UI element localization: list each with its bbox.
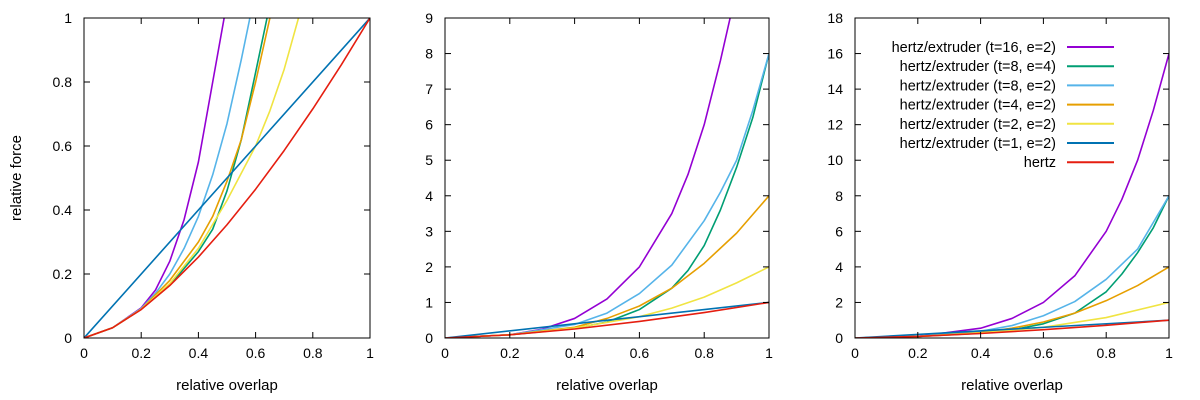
y-tick-label: 0.8 — [53, 74, 73, 90]
x-axis-label: relative overlap — [961, 377, 1063, 394]
y-tick-label: 1 — [425, 294, 433, 310]
chart-panel-2: 0 0.2 0.4 0.6 0.8 1 0 1 2 3 4 5 6 7 8 9 relative overlap — [425, 10, 773, 394]
series-line-4 — [445, 195, 769, 338]
x-tick-label: 0 — [441, 345, 449, 361]
y-tick-label: 10 — [827, 152, 843, 168]
plot-frame — [83, 17, 371, 339]
series-line-3 — [445, 53, 769, 338]
series-line-4 — [84, 18, 271, 338]
x-tick-label: 0.4 — [189, 345, 209, 361]
y-tick-label: 14 — [827, 81, 843, 97]
x-tick-label: 0.6 — [246, 345, 266, 361]
series-line-1 — [84, 18, 225, 338]
y-tick-label: 1 — [64, 10, 72, 26]
y-tick-label: 2 — [425, 259, 433, 275]
plot-frame — [854, 17, 1170, 339]
legend-entry-label: hertz/extruder (t=16, e=2) — [892, 40, 1056, 56]
y-tick-label: 9 — [425, 10, 433, 26]
plot-frame — [444, 17, 770, 339]
x-tick-label: 1 — [366, 345, 374, 361]
x-axis-label: relative overlap — [556, 377, 658, 394]
series-line-3 — [84, 18, 251, 338]
series-line-1 — [445, 18, 731, 338]
y-axis-label: relative force — [8, 135, 25, 221]
y-tick-label: 2 — [835, 294, 843, 310]
y-tick-label: 4 — [425, 188, 433, 204]
x-tick-label: 0.4 — [565, 345, 585, 361]
y-tick-label: 7 — [425, 81, 433, 97]
series-line-6 — [855, 319, 1169, 338]
y-tick-label: 4 — [835, 259, 843, 275]
x-tick-label: 0.2 — [908, 345, 928, 361]
x-tick-label: 1 — [765, 345, 773, 361]
x-tick-label: 0.6 — [1034, 345, 1054, 361]
y-tick-label: 0.2 — [53, 266, 73, 282]
legend-entry-label: hertz/extruder (t=4, e=2) — [900, 98, 1056, 114]
x-tick-label: 0.8 — [303, 345, 323, 361]
series-line-7 — [855, 319, 1169, 338]
legend-entry-label: hertz/extruder (t=8, e=2) — [900, 78, 1056, 94]
x-tick-label: 0 — [851, 345, 859, 361]
series-line-5 — [855, 301, 1169, 338]
y-tick-label: 0 — [425, 330, 433, 346]
y-tick-label: 0.6 — [53, 138, 73, 154]
series-line-4 — [855, 266, 1169, 338]
series-line-6 — [445, 301, 769, 338]
series-line-2 — [855, 195, 1169, 338]
y-tick-label: 6 — [835, 223, 843, 239]
x-tick-label: 0.8 — [694, 345, 714, 361]
x-axis-label: relative overlap — [176, 377, 278, 394]
x-tick-label: 0.2 — [500, 345, 520, 361]
x-tick-label: 1 — [1165, 345, 1173, 361]
legend-entry-label: hertz/extruder (t=2, e=2) — [900, 117, 1056, 133]
y-tick-label: 3 — [425, 223, 433, 239]
legend-entry-label: hertz — [1024, 155, 1056, 171]
y-tick-label: 0.4 — [53, 202, 73, 218]
x-tick-label: 0.4 — [971, 345, 991, 361]
x-tick-label: 0 — [80, 345, 88, 361]
legend: hertz/extruder (t=16, e=2) hertz/extruder… — [892, 40, 1114, 171]
series-line-1 — [855, 53, 1169, 338]
x-tick-label: 0.2 — [131, 345, 151, 361]
series-line-7 — [445, 301, 769, 338]
series-line-3 — [855, 195, 1169, 338]
chart-panel-1: 0 0.2 0.4 0.6 0.8 1 0 0.2 0.4 0.6 0.8 1 relative ove… — [53, 10, 375, 394]
legend-entry-label: hertz/extruder (t=8, e=4) — [900, 59, 1056, 75]
x-tick-label: 0.8 — [1096, 345, 1116, 361]
series-line-5 — [84, 18, 300, 338]
y-tick-label: 0 — [64, 330, 72, 346]
y-tick-label: 18 — [827, 10, 843, 26]
legend-entry-label: hertz/extruder (t=1, e=2) — [900, 136, 1056, 152]
y-tick-label: 16 — [827, 46, 843, 62]
series-line-5 — [445, 266, 769, 338]
y-tick-label: 12 — [827, 117, 843, 133]
series-line-7 — [84, 18, 370, 338]
y-tick-label: 6 — [425, 117, 433, 133]
series-line-2 — [445, 53, 769, 338]
y-tick-label: 5 — [425, 152, 433, 168]
y-tick-label: 0 — [835, 330, 843, 346]
series-line-6 — [84, 18, 370, 338]
y-tick-label: 8 — [425, 46, 433, 62]
x-tick-label: 0.6 — [630, 345, 650, 361]
y-tick-label: 8 — [835, 188, 843, 204]
